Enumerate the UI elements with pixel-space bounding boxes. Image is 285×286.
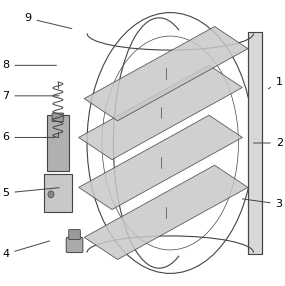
Text: 6: 6 xyxy=(2,132,55,142)
Polygon shape xyxy=(79,65,242,160)
FancyBboxPatch shape xyxy=(52,113,64,122)
FancyBboxPatch shape xyxy=(69,230,80,240)
Ellipse shape xyxy=(48,191,54,198)
Text: 5: 5 xyxy=(2,188,59,198)
Text: 4: 4 xyxy=(2,241,50,259)
Text: 3: 3 xyxy=(242,199,283,209)
Text: 9: 9 xyxy=(25,13,72,29)
Text: 8: 8 xyxy=(2,60,56,70)
Text: 2: 2 xyxy=(253,138,283,148)
Bar xyxy=(44,174,72,212)
Text: 7: 7 xyxy=(2,91,59,101)
Polygon shape xyxy=(84,27,248,121)
Bar xyxy=(248,32,262,254)
Bar xyxy=(47,115,69,171)
FancyBboxPatch shape xyxy=(66,237,83,253)
Polygon shape xyxy=(84,165,248,259)
Polygon shape xyxy=(79,115,242,210)
Text: 1: 1 xyxy=(268,77,283,89)
